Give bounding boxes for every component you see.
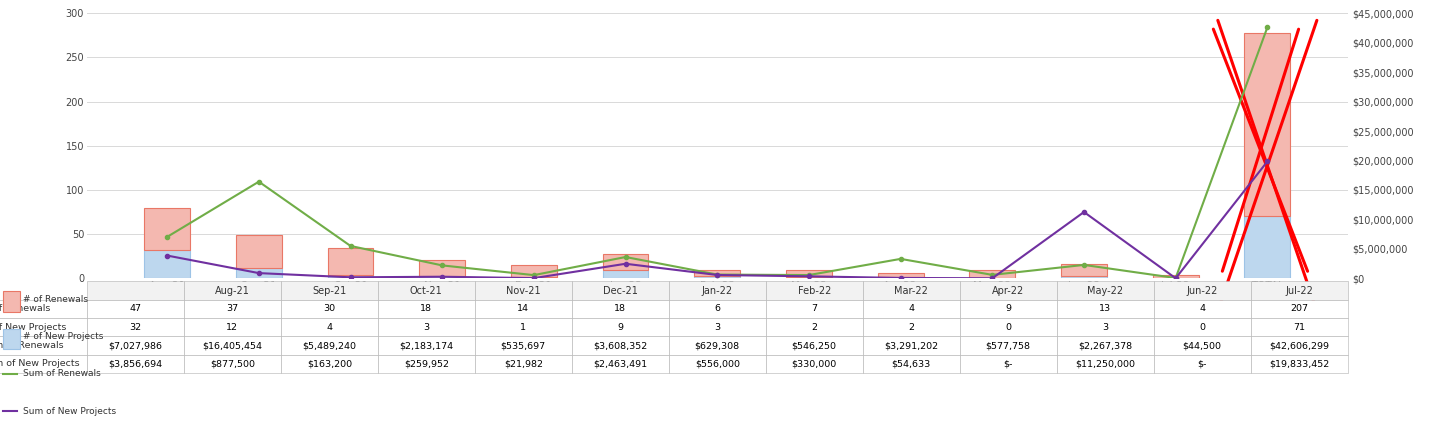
Bar: [785, 276, 832, 278]
Bar: [1061, 276, 1107, 278]
Bar: [145, 209, 190, 250]
Bar: [969, 270, 1016, 278]
Bar: [236, 268, 281, 278]
Bar: [511, 265, 556, 277]
Bar: [1245, 216, 1290, 278]
Bar: [327, 248, 374, 275]
Bar: [419, 276, 465, 278]
FancyBboxPatch shape: [3, 291, 20, 312]
Bar: [878, 273, 923, 276]
Bar: [1245, 33, 1290, 216]
Text: Sum of New Projects: Sum of New Projects: [23, 407, 116, 416]
Bar: [878, 276, 923, 278]
Bar: [419, 260, 465, 276]
Bar: [1061, 264, 1107, 276]
Bar: [327, 275, 374, 278]
Bar: [603, 270, 649, 278]
Text: # of New Projects: # of New Projects: [23, 332, 103, 342]
Bar: [145, 250, 190, 278]
Bar: [694, 276, 740, 278]
Bar: [511, 277, 556, 278]
Bar: [785, 270, 832, 276]
Bar: [694, 270, 740, 276]
Text: # of Renewals: # of Renewals: [23, 295, 88, 304]
Bar: [603, 254, 649, 270]
Bar: [236, 235, 281, 268]
Text: Sum of Renewals: Sum of Renewals: [23, 369, 101, 378]
Bar: [1153, 275, 1198, 278]
FancyBboxPatch shape: [3, 329, 20, 349]
